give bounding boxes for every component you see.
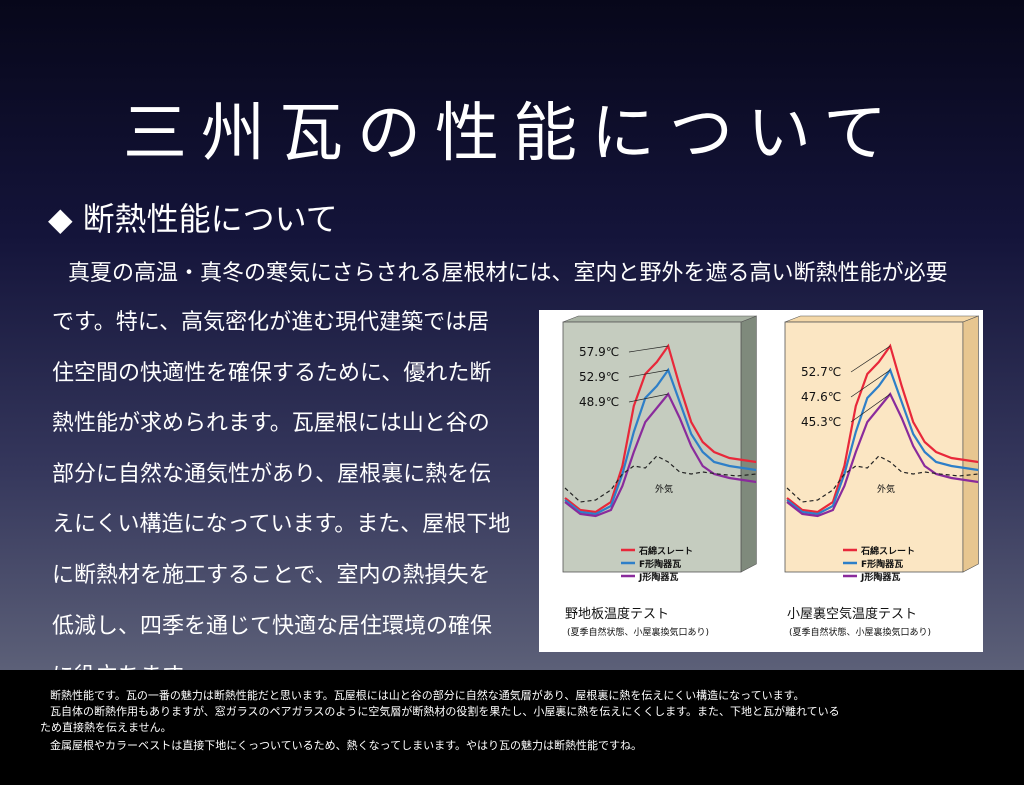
body-line: 住空間の快適性を確保するために、優れた断 <box>52 360 492 386</box>
series-line-black <box>564 455 757 503</box>
series-line-blue <box>786 367 979 516</box>
chart-title: 野地板温度テスト <box>565 606 669 622</box>
body-line: 低減し、四季を通じて快適な居住環境の確保 <box>52 613 493 639</box>
diamond-bullet-icon: ◆ <box>48 200 73 238</box>
speaker-notes: 断熱性能です。瓦の一番の魅力は断熱性能だと思います。瓦屋根には山と谷の部分に自然… <box>0 670 1024 785</box>
page-title: 三州瓦の性能について <box>122 97 902 171</box>
annotation-leader <box>628 345 669 353</box>
body-line: 部分に自然な通気性があり、屋根裏に熱を伝 <box>52 461 492 487</box>
chart-plot-area <box>562 321 742 573</box>
temperature-charts-svg: 57.9℃52.9℃48.9℃外気石綿スレートF形陶器瓦J形陶器瓦野地板温度テス… <box>562 315 979 638</box>
annotation-leader <box>850 369 891 398</box>
temperature-test-figure: 57.9℃ 52.9℃ 48.9℃ 外気 石綿スレート F形陶器瓦 J形陶器瓦 野地板温度テス… <box>539 310 983 652</box>
series-line-red <box>786 343 979 514</box>
series-line-red <box>564 343 757 514</box>
chart-box-side-shade <box>962 315 979 573</box>
legend-label: F形陶器瓦 <box>861 558 903 570</box>
chart-subtitle: (夏季自然状態、小屋裏換気口あり) <box>567 626 709 638</box>
slide: 三州瓦の性能について ◆ 断熱性能について 真夏の高温・真冬の寒気にさらされる屋根… <box>0 0 1024 689</box>
body-line: 熱性能が求められます。瓦屋根には山と谷の <box>52 411 490 437</box>
peak-annotation: 45.3℃ <box>801 415 841 429</box>
series-line-purple <box>786 391 979 518</box>
peak-annotation: 47.6℃ <box>801 390 841 404</box>
note-line: 瓦自体の断熱作用もありますが、窓ガラスのペアガラスのように空気層が断熱材の役割を… <box>50 705 840 718</box>
note-line: ため直接熱を伝えません。 <box>40 721 172 734</box>
legend-label: J形陶器瓦 <box>860 571 900 583</box>
body-line: えにくい構造になっています。また、屋根下地 <box>52 512 511 538</box>
note-line: 断熱性能です。瓦の一番の魅力は断熱性能だと思います。瓦屋根には山と谷の部分に自然… <box>50 689 805 702</box>
annotation-leader <box>628 369 669 378</box>
body-first-line: 真夏の高温・真冬の寒気にさらされる屋根材には、室内と野外を遮る高い断熱性能が必要 <box>68 261 948 286</box>
chart-plot-area <box>784 321 964 573</box>
section-subtitle: ◆ 断熱性能について <box>48 194 338 240</box>
series-line-blue <box>564 367 757 516</box>
chart-subtitle: (夏季自然状態、小屋裏換気口あり) <box>789 626 931 638</box>
outside-air-label: 外気 <box>655 483 673 495</box>
body-line: に断熱材を施工することで、室内の熱損失を <box>52 562 491 588</box>
legend-label: 石綿スレート <box>860 545 915 557</box>
peak-annotation: 57.9℃ <box>579 345 619 359</box>
annotation-leader <box>850 345 891 373</box>
outside-air-label: 外気 <box>877 483 895 495</box>
series-line-black <box>786 455 979 503</box>
peak-annotation: 48.9℃ <box>579 395 619 409</box>
note-line: 金属屋根やカラーベストは直接下地にくっついているため、熱くなってしまいます。やは… <box>50 739 643 752</box>
chart-title: 小屋裏空気温度テスト <box>787 606 917 622</box>
annotation-leader <box>628 393 669 403</box>
annotation-leader <box>850 393 891 423</box>
series-line-purple <box>564 391 757 518</box>
peak-annotation: 52.9℃ <box>579 370 619 384</box>
chart-box-top <box>784 315 979 323</box>
peak-annotation: 52.7℃ <box>801 365 841 379</box>
body-line: です。特に、高気密化が進む現代建築では居 <box>52 310 490 335</box>
chart-box-side <box>740 315 757 573</box>
chart-box-top <box>562 315 757 323</box>
legend-label: F形陶器瓦 <box>639 558 681 570</box>
body-text: です。特に、高気密化が進む現代建築では居 住空間の快適性を確保するために、優れた… <box>52 304 522 709</box>
legend-label: J形陶器瓦 <box>638 571 678 583</box>
subtitle-text: 断熱性能について <box>82 200 338 238</box>
legend-label: 石綿スレート <box>638 545 693 557</box>
